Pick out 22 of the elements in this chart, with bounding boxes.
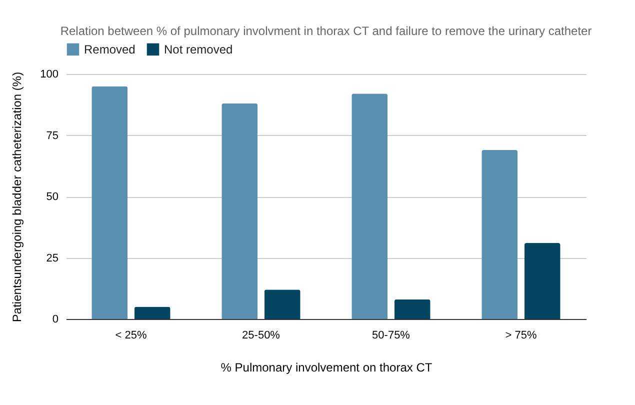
bar <box>92 86 128 319</box>
y-tick-label: 25 <box>46 252 58 264</box>
y-tick-label: 100 <box>40 68 58 80</box>
y-axis-title: Patientsundergoing bladder catheterization (%) <box>10 72 24 322</box>
y-tick-label: 75 <box>46 130 58 142</box>
bar <box>264 290 300 319</box>
y-tick-label: 0 <box>52 314 58 326</box>
bar <box>352 94 388 319</box>
y-tick-label: 50 <box>46 191 58 203</box>
legend-label: Removed <box>84 42 136 56</box>
chart-title: Relation between % of pulmonary involvment in thorax CT and failure to remove the urinary catheter <box>60 24 592 38</box>
bar <box>134 306 170 319</box>
x-tick-label: > 75% <box>505 330 537 342</box>
bar <box>524 243 560 319</box>
x-tick-label: < 25% <box>115 330 147 342</box>
bar <box>394 299 430 319</box>
x-tick-label: 25-50% <box>242 330 280 342</box>
bar <box>482 150 518 319</box>
bar <box>222 103 258 319</box>
legend-label: Not removed <box>164 42 233 56</box>
x-axis-title: % Pulmonary involvement on thorax CT <box>220 360 433 374</box>
x-tick-label: 50-75% <box>372 330 410 342</box>
